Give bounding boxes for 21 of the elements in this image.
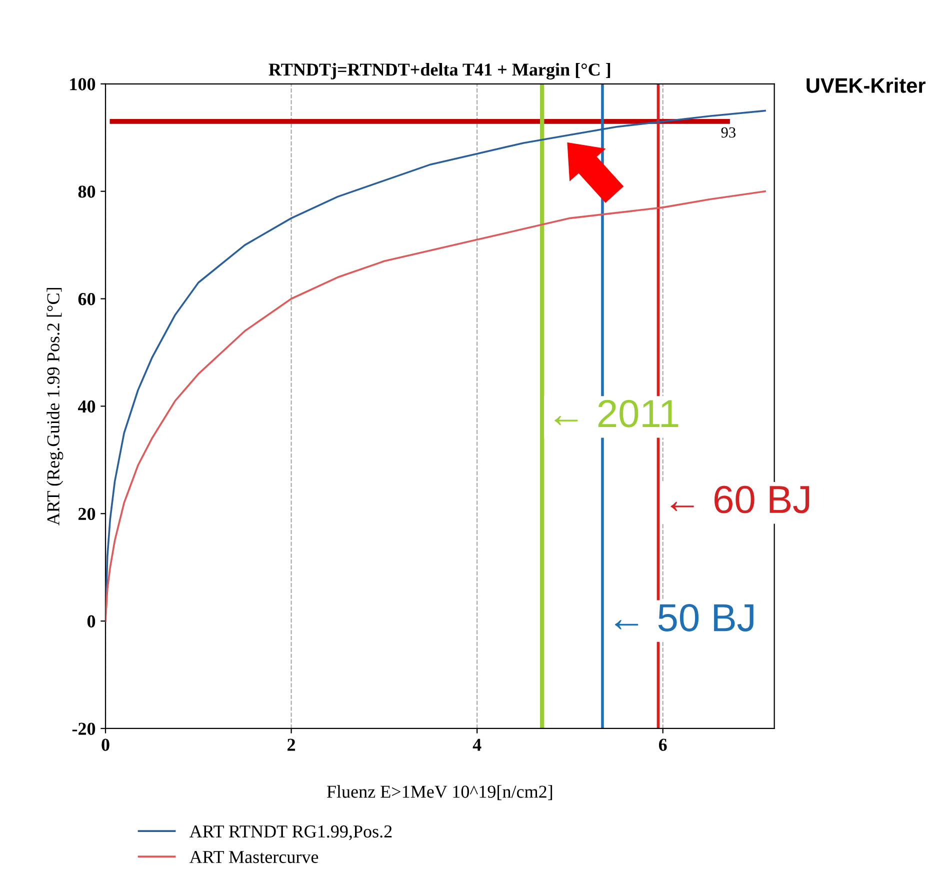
y-tick-label: 80 <box>78 186 96 198</box>
x-tick-label: 2 <box>288 738 296 751</box>
y-tick-label: 0 <box>87 615 96 628</box>
x-tick-label: 4 <box>472 738 482 751</box>
ref-line-label: ← 50 BJ <box>615 604 754 632</box>
y-tick-label: 100 <box>70 78 96 90</box>
x-tick-label: 6 <box>658 738 667 751</box>
x-tick-label: 0 <box>102 738 110 751</box>
y-tick-label: 40 <box>78 400 96 413</box>
ref-line-label: ← 60 BJ <box>670 486 810 514</box>
x-axis-title: Fluenz E>1MeV 10^19[n/cm2] <box>326 785 552 800</box>
chart-title: RTNDTj=RTNDT+delta T41 + Margin [°C ] <box>268 63 610 80</box>
y-tick-label: 20 <box>78 508 96 520</box>
y-tick-label: -20 <box>72 722 96 735</box>
text: UVEK-Kriter <box>806 78 926 93</box>
y-tick-label: 60 <box>78 293 96 306</box>
ref-line-label: ← 2011 <box>554 400 678 428</box>
legend-label: ART Mastercurve <box>189 850 318 864</box>
y-axis-title: ART (Reg.Guide 1.99 Pos.2 [°C] <box>46 288 64 526</box>
ref-line-label: 93 <box>721 127 736 138</box>
legend-label: ART RTNDT RG1.99,Pos.2 <box>189 825 392 840</box>
